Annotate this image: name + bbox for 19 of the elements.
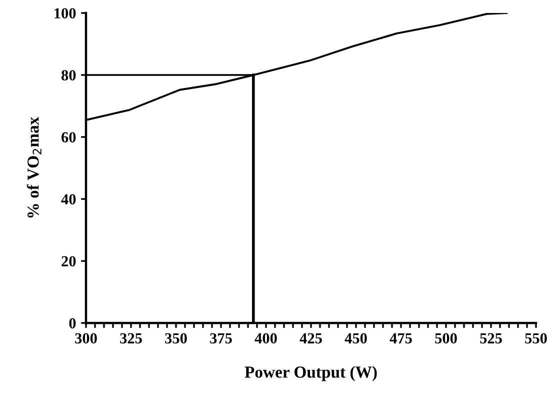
x-tick-label: 425 xyxy=(300,333,322,344)
y-tick-label: 60 xyxy=(62,132,76,142)
x-tick-label: 350 xyxy=(165,333,187,344)
x-tick-label: 550 xyxy=(525,333,547,344)
x-tick-label: 500 xyxy=(435,333,457,344)
x-tick-label: 325 xyxy=(120,333,142,344)
x-tick-label: 300 xyxy=(75,333,97,344)
y-tick-label: 80 xyxy=(62,70,76,80)
y-tick-label: 40 xyxy=(61,194,76,204)
y-tick-label: 100 xyxy=(54,8,76,18)
x-axis-title: Power Output (W) xyxy=(244,366,377,382)
y-tick-label: 20 xyxy=(62,256,76,266)
x-tick-label: 475 xyxy=(390,333,412,344)
y-axis-title: % of VO$_{2}$max xyxy=(26,116,42,218)
x-tick-label: 450 xyxy=(344,333,367,344)
x-tick-label: 525 xyxy=(480,333,502,344)
x-tick-label: 400 xyxy=(254,333,277,344)
x-tick-label: 375 xyxy=(210,333,232,344)
y-tick-label: 0 xyxy=(69,318,76,328)
